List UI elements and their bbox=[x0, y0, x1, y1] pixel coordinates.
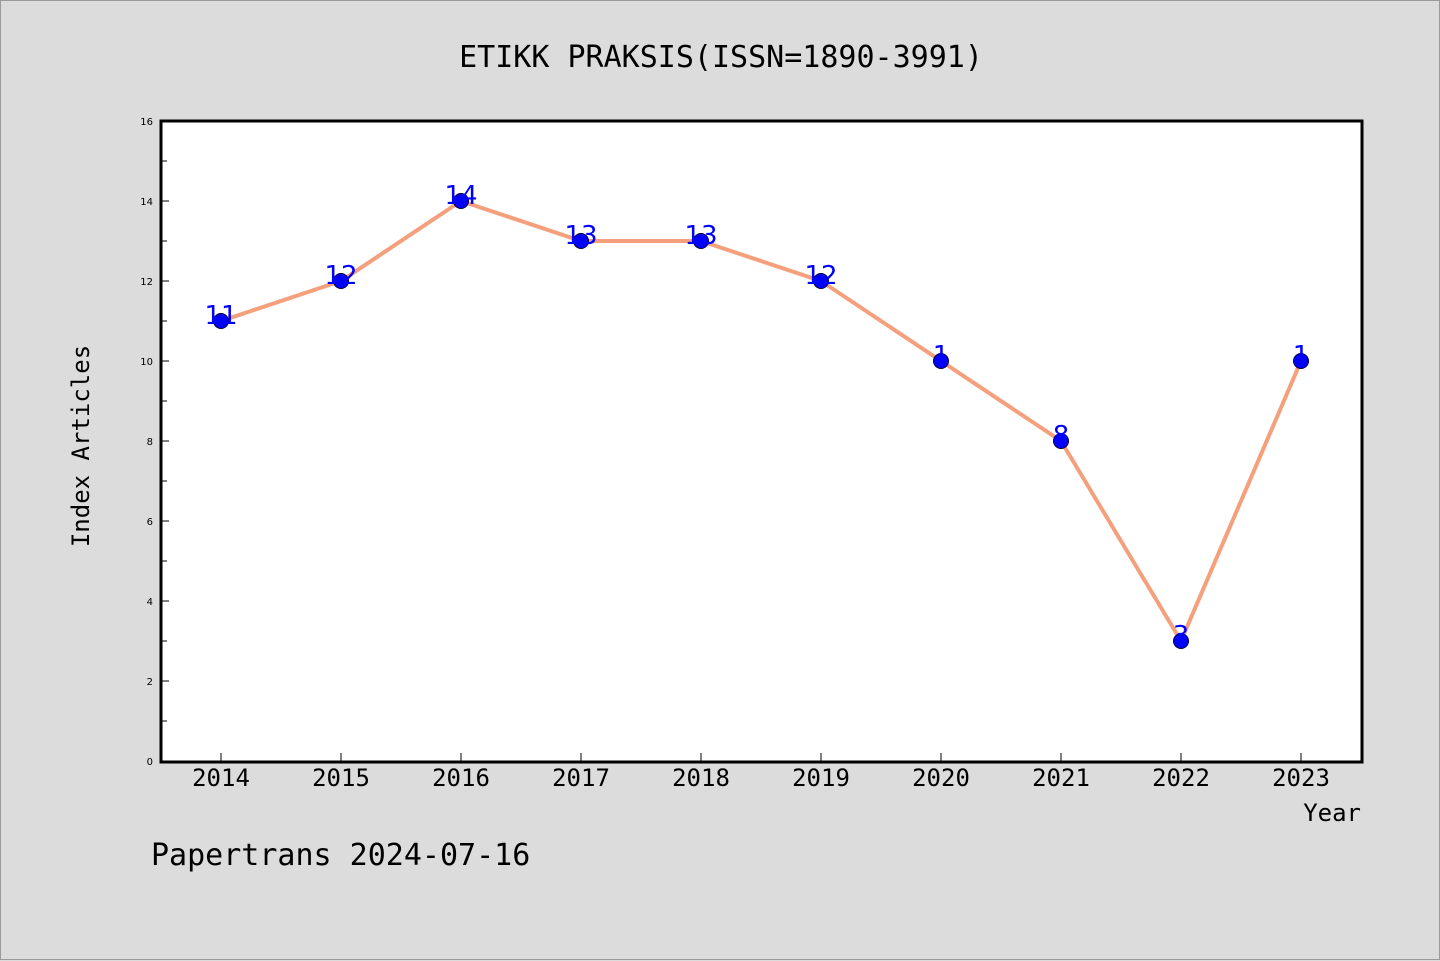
x-tick-label: 2022 bbox=[1152, 764, 1210, 792]
data-point bbox=[213, 313, 229, 329]
y-tick-label: 6 bbox=[147, 517, 153, 528]
data-label: 8 bbox=[1053, 421, 1070, 451]
y-tick-label: 12 bbox=[140, 277, 153, 288]
data-point bbox=[1293, 353, 1309, 369]
data-label: 12 bbox=[804, 261, 837, 291]
x-axis: 2014 2015 2016 2017 2018 2019 2020 2021 2022 2023 bbox=[192, 753, 1330, 792]
x-tick-label: 2015 bbox=[312, 764, 370, 792]
data-label: 12 bbox=[324, 261, 357, 291]
data-point bbox=[933, 353, 949, 369]
data-label: 1 bbox=[933, 341, 950, 371]
data-label: 3 bbox=[1173, 621, 1190, 651]
y-axis-label: Index Articles bbox=[67, 345, 95, 547]
data-point bbox=[453, 193, 469, 209]
data-label: 11 bbox=[204, 301, 237, 331]
plot-area bbox=[159, 119, 1364, 764]
data-label: 13 bbox=[564, 221, 597, 251]
x-tick-label: 2014 bbox=[192, 764, 250, 792]
y-tick-label: 14 bbox=[140, 197, 153, 208]
y-tick-label: 0 bbox=[147, 757, 153, 768]
data-point bbox=[333, 273, 349, 289]
x-axis-label: Year bbox=[1303, 799, 1361, 827]
x-tick-label: 2020 bbox=[912, 764, 970, 792]
footer-text: Papertrans 2024-07-16 bbox=[151, 838, 530, 873]
data-label: 14 bbox=[444, 181, 477, 211]
data-point bbox=[693, 233, 709, 249]
x-tick-label: 2023 bbox=[1272, 764, 1330, 792]
y-tick-label: 4 bbox=[147, 597, 153, 608]
y-tick-label: 10 bbox=[140, 357, 153, 368]
series-markers bbox=[213, 193, 1309, 649]
data-label: 1 bbox=[1293, 341, 1310, 371]
y-tick-label: 8 bbox=[147, 437, 153, 448]
data-point bbox=[573, 233, 589, 249]
y-axis: 0 2 4 6 8 10 12 14 16 bbox=[140, 117, 169, 768]
data-labels: 11 12 14 13 13 12 1 8 3 1 bbox=[204, 181, 1309, 651]
y-tick-label: 2 bbox=[147, 677, 153, 688]
data-point bbox=[1173, 633, 1189, 649]
x-tick-label: 2017 bbox=[552, 764, 610, 792]
y-tick-label: 16 bbox=[140, 117, 153, 128]
x-tick-label: 2021 bbox=[1032, 764, 1090, 792]
data-label: 13 bbox=[684, 221, 717, 251]
chart-title: ETIKK PRAKSIS(ISSN=1890-3991) bbox=[459, 40, 983, 75]
data-point bbox=[813, 273, 829, 289]
x-tick-label: 2016 bbox=[432, 764, 490, 792]
series-line bbox=[220, 199, 1303, 643]
data-point bbox=[1053, 433, 1069, 449]
x-tick-label: 2019 bbox=[792, 764, 850, 792]
x-tick-label: 2018 bbox=[672, 764, 730, 792]
